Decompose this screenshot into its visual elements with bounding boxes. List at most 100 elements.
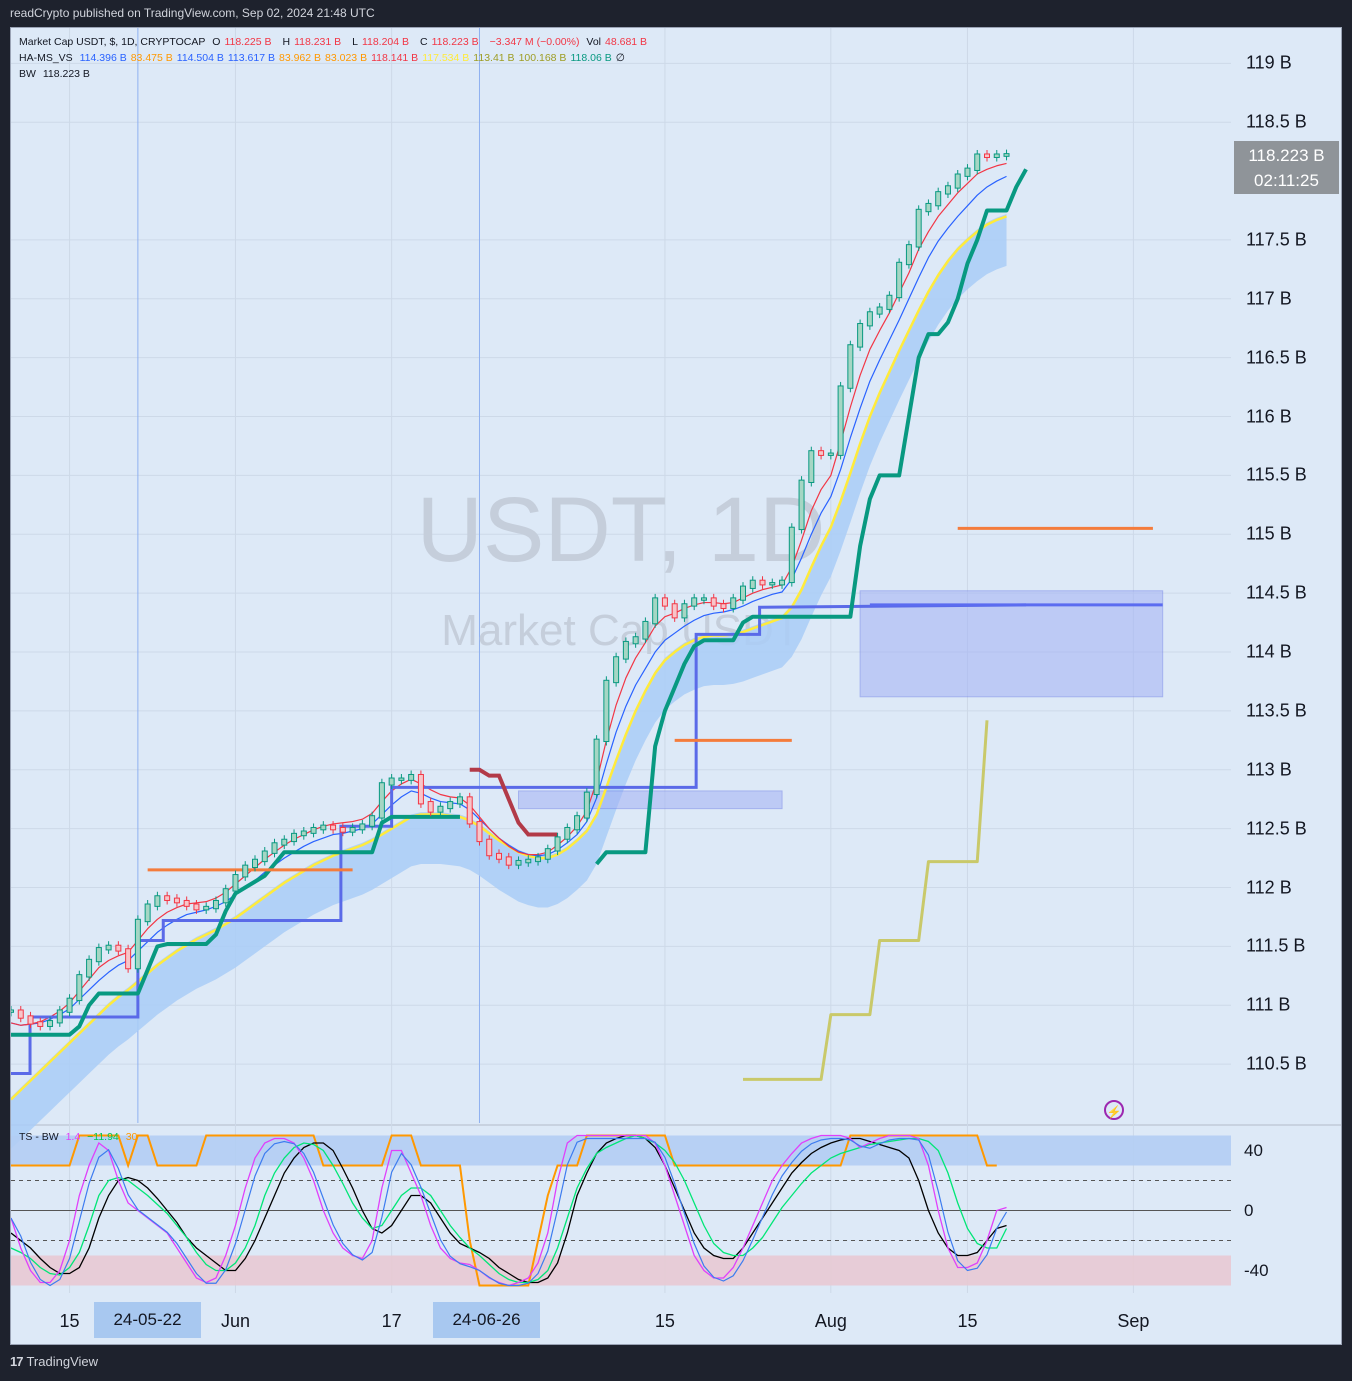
indicator-y-tick-label: 0 xyxy=(1244,1200,1254,1220)
candle xyxy=(339,826,346,833)
candle xyxy=(203,905,210,911)
indicator-band xyxy=(11,1255,1231,1286)
candle xyxy=(252,858,258,868)
candle xyxy=(593,738,600,796)
candle xyxy=(378,782,385,819)
candle xyxy=(720,603,727,609)
candle xyxy=(56,1009,63,1024)
candle xyxy=(515,859,522,866)
candle xyxy=(105,944,112,951)
candle xyxy=(886,294,893,310)
candle xyxy=(212,899,219,910)
y-tick-label: 112 B xyxy=(1246,877,1292,898)
trend-hump-line xyxy=(469,767,558,837)
candle xyxy=(661,597,668,607)
candle xyxy=(476,821,483,843)
candle xyxy=(769,582,776,586)
lightning-icon[interactable]: ⚡ xyxy=(1104,1100,1124,1120)
y-tick-label: 116.5 B xyxy=(1246,347,1307,368)
legend-ts-name: TS - BW xyxy=(19,1131,59,1143)
legend-bw-name: BW xyxy=(19,68,36,80)
candle xyxy=(183,899,190,907)
candle xyxy=(740,585,746,601)
candle xyxy=(935,191,942,207)
legend-ha-value: 118.06 B xyxy=(570,52,612,64)
candle xyxy=(788,526,795,584)
legend-bw: BW 118.223 B xyxy=(19,68,94,80)
candle xyxy=(193,903,200,911)
candle xyxy=(320,824,327,831)
tradingview-logo-icon: 17 xyxy=(10,1354,24,1369)
candle xyxy=(808,450,815,483)
indicator-y-tick-label: 40 xyxy=(1244,1140,1263,1160)
chart-canvas[interactable]: USDT, 1D Market Cap USDT xyxy=(11,28,1341,1344)
indicator-line-blue xyxy=(11,1137,1008,1287)
candle xyxy=(496,852,502,860)
candle xyxy=(759,579,766,586)
candle xyxy=(330,824,337,831)
chart-panel[interactable]: USDT, 1D Market Cap USDT Market Cap USDT… xyxy=(10,27,1342,1345)
candle xyxy=(603,679,610,743)
legend-ha-value: 83.475 B xyxy=(130,52,173,64)
zone-box xyxy=(859,590,1164,698)
legend-bw-value: 118.223 B xyxy=(42,68,90,80)
legend-low: 118.204 B xyxy=(361,36,410,48)
candle xyxy=(359,823,366,831)
candle xyxy=(66,997,73,1013)
y-tick-label: 113.5 B xyxy=(1246,700,1307,721)
indicator-band xyxy=(11,1135,1231,1166)
legend-ha-value: 117.534 B xyxy=(422,52,470,64)
x-tick-label: 17 xyxy=(381,1311,402,1331)
date-tag-2: 24-06-26 xyxy=(433,1302,540,1338)
candle xyxy=(632,636,639,645)
candle xyxy=(613,656,620,684)
candle xyxy=(905,244,912,266)
candle xyxy=(154,895,161,907)
publisher-line: readCrypto published on TradingView.com,… xyxy=(10,6,375,20)
candle xyxy=(818,450,825,456)
candle xyxy=(456,796,463,805)
candle xyxy=(505,856,512,866)
candle xyxy=(300,830,307,837)
legend-ha-ms-vs: HA-MS_VS 114.396 B 83.475 B 114.504 B 113.6… xyxy=(19,52,629,64)
x-tick-label: Jun xyxy=(220,1311,250,1331)
candle xyxy=(681,603,688,619)
candle xyxy=(369,815,376,827)
legend-ha-value: 83.962 B xyxy=(278,52,322,64)
candle xyxy=(427,801,434,813)
candle xyxy=(86,958,93,978)
candle xyxy=(437,805,444,813)
candle xyxy=(417,773,424,805)
legend-ha-value: ∅ xyxy=(615,52,625,64)
candle xyxy=(944,185,951,195)
indicator-y-tick-label: -40 xyxy=(1244,1260,1269,1280)
y-tick-label: 112.5 B xyxy=(1246,818,1307,839)
candle xyxy=(730,597,737,609)
candle xyxy=(652,597,659,625)
legend-ha-name: HA-MS_VS xyxy=(19,52,73,64)
y-tick-label: 113 B xyxy=(1246,759,1292,780)
candle xyxy=(544,848,551,860)
candle xyxy=(798,479,805,531)
candle xyxy=(915,208,922,248)
y-tick-label: 114.5 B xyxy=(1246,582,1307,603)
legend-high: 118.231 B xyxy=(294,36,342,48)
legend-change: −3.347 M (−0.00%) xyxy=(489,36,580,48)
candle xyxy=(583,791,590,819)
cloud-band xyxy=(11,214,1007,1149)
candle xyxy=(827,452,834,456)
candle xyxy=(700,597,707,601)
candle xyxy=(115,944,122,952)
x-tick-label: 15 xyxy=(957,1311,978,1331)
candle xyxy=(398,777,405,781)
series-line-olive xyxy=(743,720,989,1081)
y-tick-label: 117.5 B xyxy=(1246,229,1307,250)
candle xyxy=(622,640,629,660)
legend-ha-value: 114.396 B xyxy=(79,52,127,64)
candle xyxy=(993,153,1000,159)
legend-ha-value: 118.141 B xyxy=(371,52,419,64)
candle xyxy=(37,1021,44,1027)
legend-ha-value: 113.41 B xyxy=(473,52,515,64)
candle xyxy=(691,597,698,607)
candle xyxy=(837,385,844,456)
